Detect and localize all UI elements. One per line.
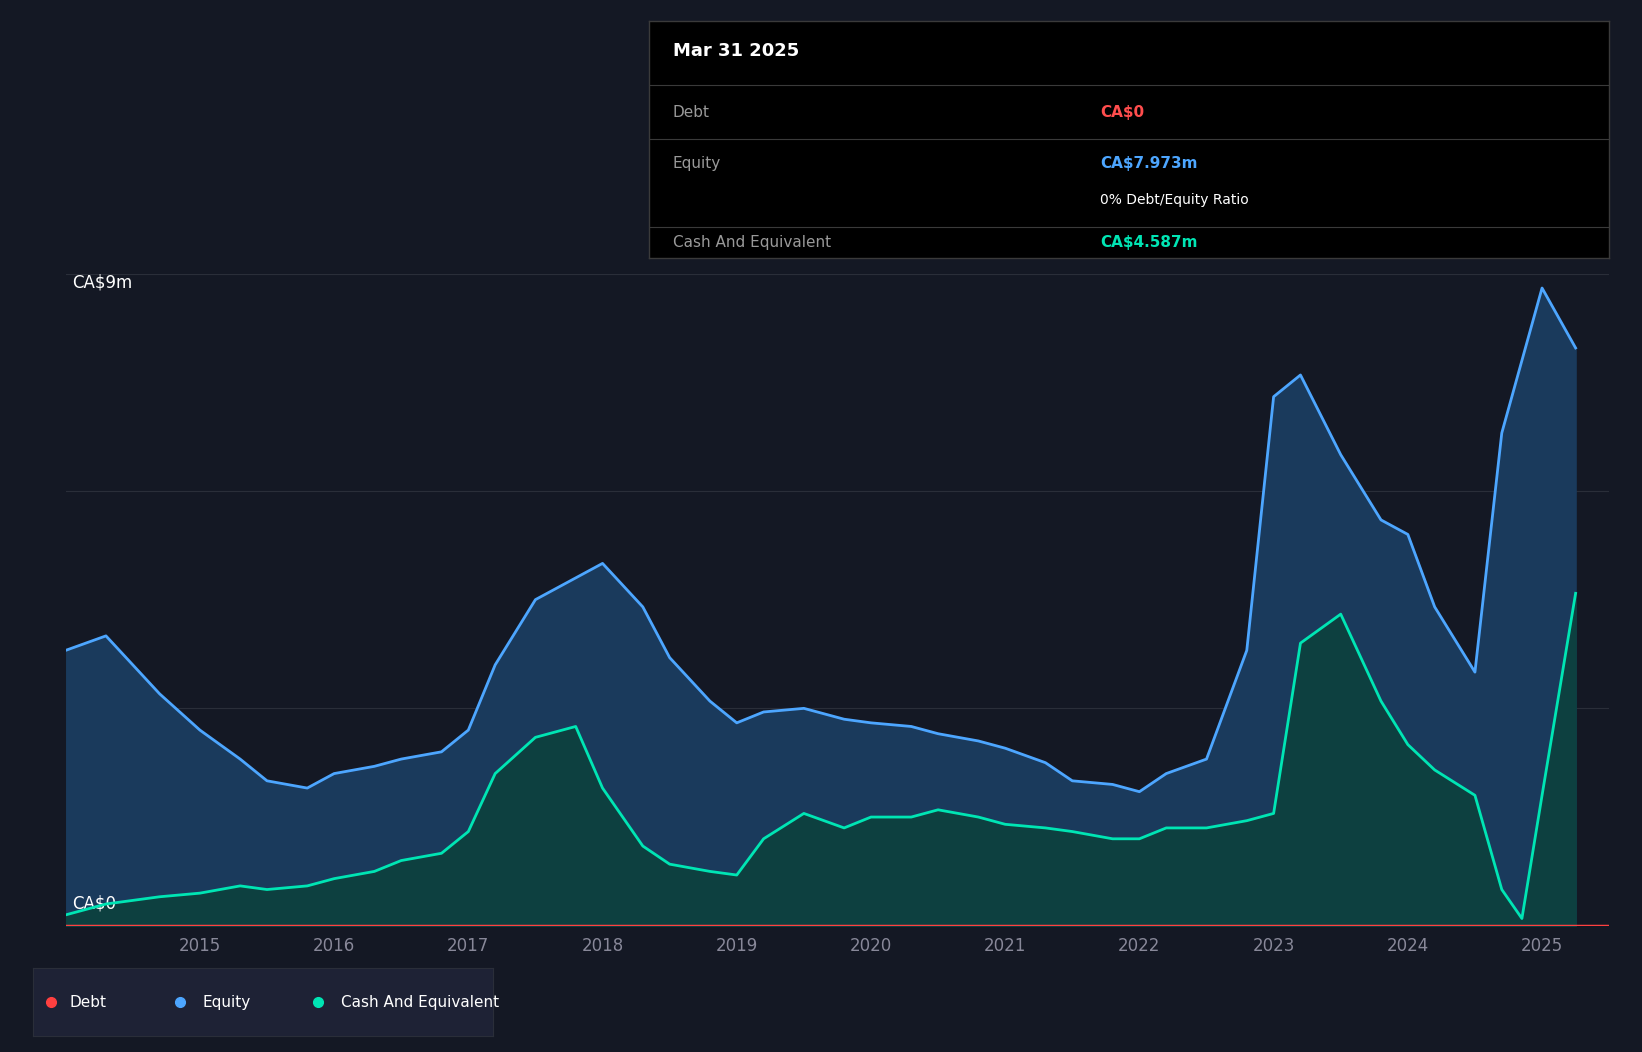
Text: Mar 31 2025: Mar 31 2025 (673, 42, 800, 60)
Text: CA$9m: CA$9m (72, 274, 133, 291)
Text: CA$4.587m: CA$4.587m (1100, 235, 1197, 250)
Text: Cash And Equivalent: Cash And Equivalent (342, 994, 499, 1010)
Text: Equity: Equity (673, 156, 721, 170)
Text: CA$7.973m: CA$7.973m (1100, 156, 1197, 170)
Text: Debt: Debt (673, 104, 709, 120)
Text: Equity: Equity (204, 994, 251, 1010)
Text: CA$0: CA$0 (72, 894, 117, 913)
Text: Cash And Equivalent: Cash And Equivalent (673, 235, 831, 250)
Text: Debt: Debt (69, 994, 107, 1010)
Text: CA$0: CA$0 (1100, 104, 1144, 120)
Text: 0% Debt/Equity Ratio: 0% Debt/Equity Ratio (1100, 193, 1250, 207)
